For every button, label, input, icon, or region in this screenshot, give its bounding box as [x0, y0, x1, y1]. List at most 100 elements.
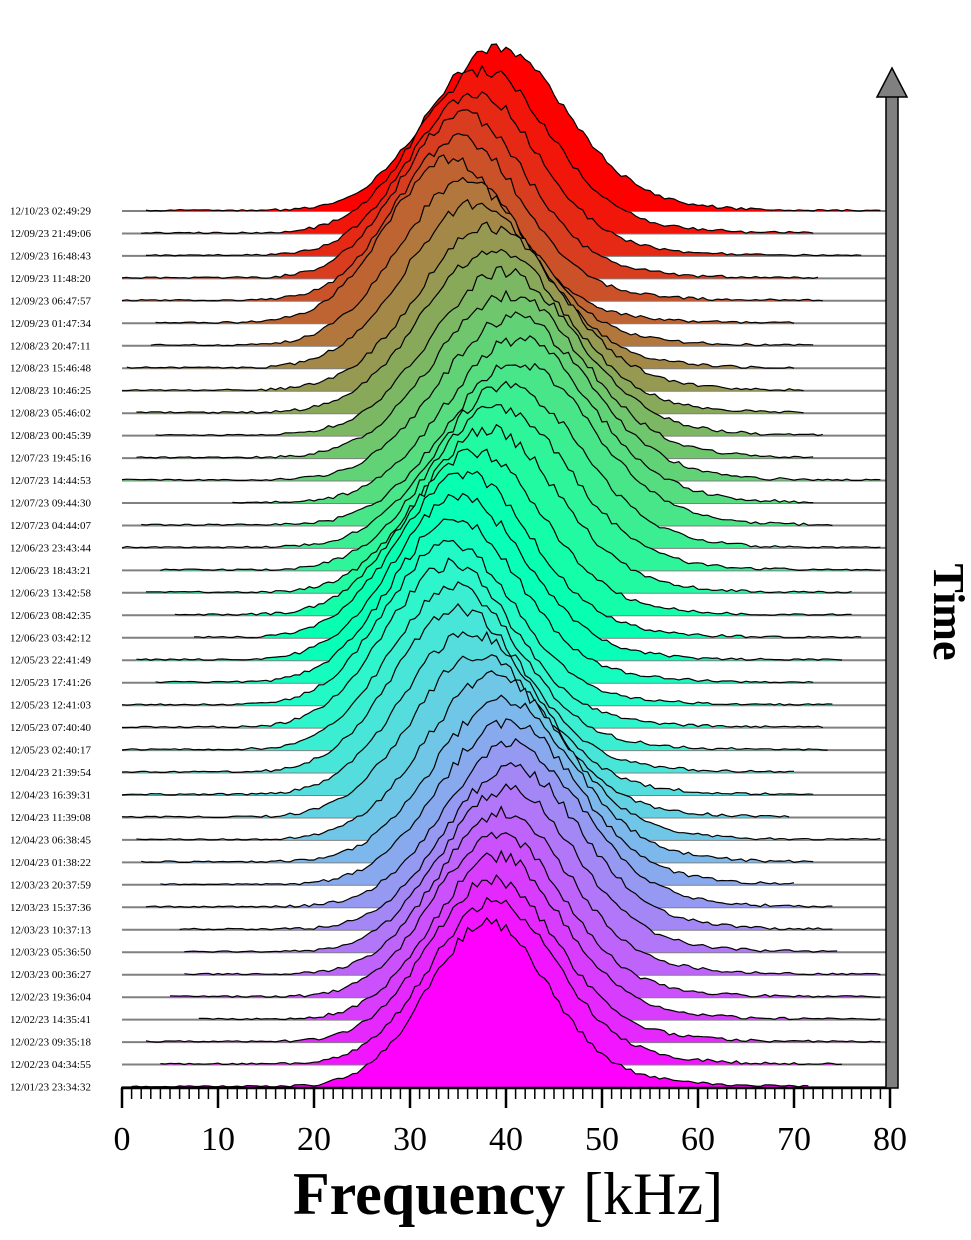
- series-outline: [145, 423, 852, 594]
- series-outline: [155, 265, 823, 437]
- series-outline: [169, 831, 881, 998]
- series-outline: [160, 718, 795, 886]
- series-outline: [126, 198, 795, 369]
- series-outline: [184, 805, 881, 976]
- series-time-label: 12/10/23 02:49:29: [10, 206, 91, 218]
- x-axis-label-name: Frequency: [293, 1161, 565, 1227]
- series-time-label: 12/02/23 04:34:55: [10, 1059, 91, 1071]
- series-outline: [136, 289, 814, 459]
- series-outline: [184, 783, 838, 953]
- x-tick-label: 70: [777, 1121, 811, 1158]
- x-tick-label: 0: [114, 1121, 131, 1158]
- series-time-label: 12/09/23 21:49:06: [10, 228, 91, 240]
- series-outline: [145, 91, 862, 257]
- series-time-label: 12/09/23 06:47:57: [10, 295, 91, 307]
- series-time-label: 12/06/23 03:42:12: [10, 632, 91, 644]
- time-arrow-head-icon: [875, 66, 909, 98]
- series-time-label: 12/07/23 09:44:30: [10, 498, 91, 510]
- series-time-label: 12/09/23 01:47:34: [10, 318, 91, 330]
- series-time-label: 12/03/23 05:36:50: [10, 947, 91, 959]
- series-outline: [160, 404, 881, 572]
- series-outline: [155, 154, 795, 324]
- series-time-label: 12/06/23 18:43:21: [10, 565, 91, 577]
- series-outline: [121, 311, 881, 482]
- x-tick-label: 60: [681, 1121, 715, 1158]
- x-tick-label: 10: [201, 1121, 235, 1158]
- x-tick-label: 30: [393, 1121, 427, 1158]
- series-outline: [141, 362, 833, 527]
- series-outline: [121, 654, 790, 819]
- x-tick-label: 20: [297, 1121, 331, 1158]
- series-time-label: 12/08/23 10:46:25: [10, 385, 91, 397]
- x-axis-ticks: [120, 1088, 892, 1108]
- series-outline: [131, 916, 809, 1088]
- x-axis-label: Frequency [kHz]: [293, 1161, 723, 1227]
- series-outline: [179, 761, 833, 931]
- series-outline: [174, 448, 852, 616]
- series-outline: [122, 557, 823, 729]
- series-time-label: 12/08/23 00:45:39: [10, 430, 91, 442]
- x-tick-label: 80: [873, 1121, 907, 1158]
- series-time-label: 12/09/23 11:48:20: [10, 273, 91, 285]
- series-time-label: 12/05/23 12:41:03: [10, 700, 91, 712]
- series-time-label: 12/02/23 09:35:18: [10, 1037, 91, 1049]
- x-axis-label-unit: [kHz]: [583, 1161, 723, 1227]
- series-outline: [141, 694, 814, 864]
- series-time-label: 12/04/23 16:39:31: [10, 790, 91, 802]
- series-time-label: 12/05/23 07:40:40: [10, 722, 91, 734]
- series-outline: [121, 132, 823, 302]
- series-outline: [121, 603, 794, 774]
- series-outline: [160, 896, 843, 1066]
- series-outline: [155, 518, 814, 684]
- series-time-label: 12/03/23 00:36:27: [10, 969, 91, 981]
- series-time-label: 12/07/23 19:45:16: [10, 453, 91, 465]
- series-outline: [121, 581, 828, 751]
- series-time-label: 12/02/23 14:35:41: [10, 1014, 91, 1026]
- series-time-label: 12/03/23 10:37:13: [10, 924, 91, 936]
- series-ridge: [131, 917, 809, 1087]
- series-outline: [121, 109, 819, 280]
- series-time-label: 12/04/23 01:38:22: [10, 857, 91, 869]
- series-outline: [141, 64, 814, 235]
- x-tick-label: 40: [489, 1121, 523, 1158]
- series-outline: [136, 492, 843, 661]
- series-time-label: 12/05/23 02:40:17: [10, 745, 91, 757]
- time-axis-label: Time: [924, 564, 971, 661]
- series-outline: [121, 380, 881, 549]
- series-outline: [198, 849, 881, 1021]
- series-time-label: 12/08/23 05:46:02: [10, 408, 91, 420]
- series-outline: [136, 670, 881, 841]
- x-tick-label: 50: [585, 1121, 619, 1158]
- series-time-label: 12/05/23 17:41:26: [10, 677, 91, 689]
- series-time-label: 12/02/23 19:36:04: [10, 992, 91, 1004]
- series-time-label: 12/06/23 08:42:35: [10, 610, 91, 622]
- series-outline: [145, 874, 881, 1043]
- series-time-label: 12/05/23 22:41:49: [10, 655, 91, 667]
- series-outline: [136, 248, 804, 414]
- series-time-label: 12/04/23 11:39:08: [10, 812, 91, 824]
- series-outline: [150, 176, 814, 347]
- series-time-label: 12/04/23 21:39:54: [10, 767, 91, 779]
- ridge-layer: [121, 43, 881, 1088]
- time-label-layer: 12/10/23 02:49:29 12/09/23 21:49:06 12/09/…: [10, 206, 91, 1094]
- series-time-label: 12/07/23 04:44:07: [10, 520, 91, 532]
- series-time-label: 12/08/23 20:47:11: [10, 340, 91, 352]
- series-time-label: 12/09/23 16:48:43: [10, 250, 91, 262]
- series-outline: [121, 630, 814, 796]
- series-time-label: 12/01/23 23:34:32: [10, 1082, 91, 1094]
- series-time-label: 12/03/23 15:37:36: [10, 902, 91, 914]
- series-outline: [121, 539, 833, 706]
- time-arrow-shaft: [885, 95, 899, 1089]
- x-axis-tick-labels: 0 10 20 30 40 50 60 70 80: [114, 1121, 908, 1158]
- series-outline: [232, 335, 814, 504]
- series-outline: [145, 43, 881, 212]
- series-time-label: 12/04/23 06:38:45: [10, 834, 91, 846]
- series-outline: [122, 221, 804, 392]
- x-axis: 0 10 20 30 40 50 60 70 80: [114, 1086, 908, 1158]
- series-time-label: 12/03/23 20:37:59: [10, 879, 91, 891]
- series-time-label: 12/06/23 13:42:58: [10, 587, 91, 599]
- series-time-label: 12/08/23 15:46:48: [10, 363, 91, 375]
- series-time-label: 12/06/23 23:43:44: [10, 542, 91, 554]
